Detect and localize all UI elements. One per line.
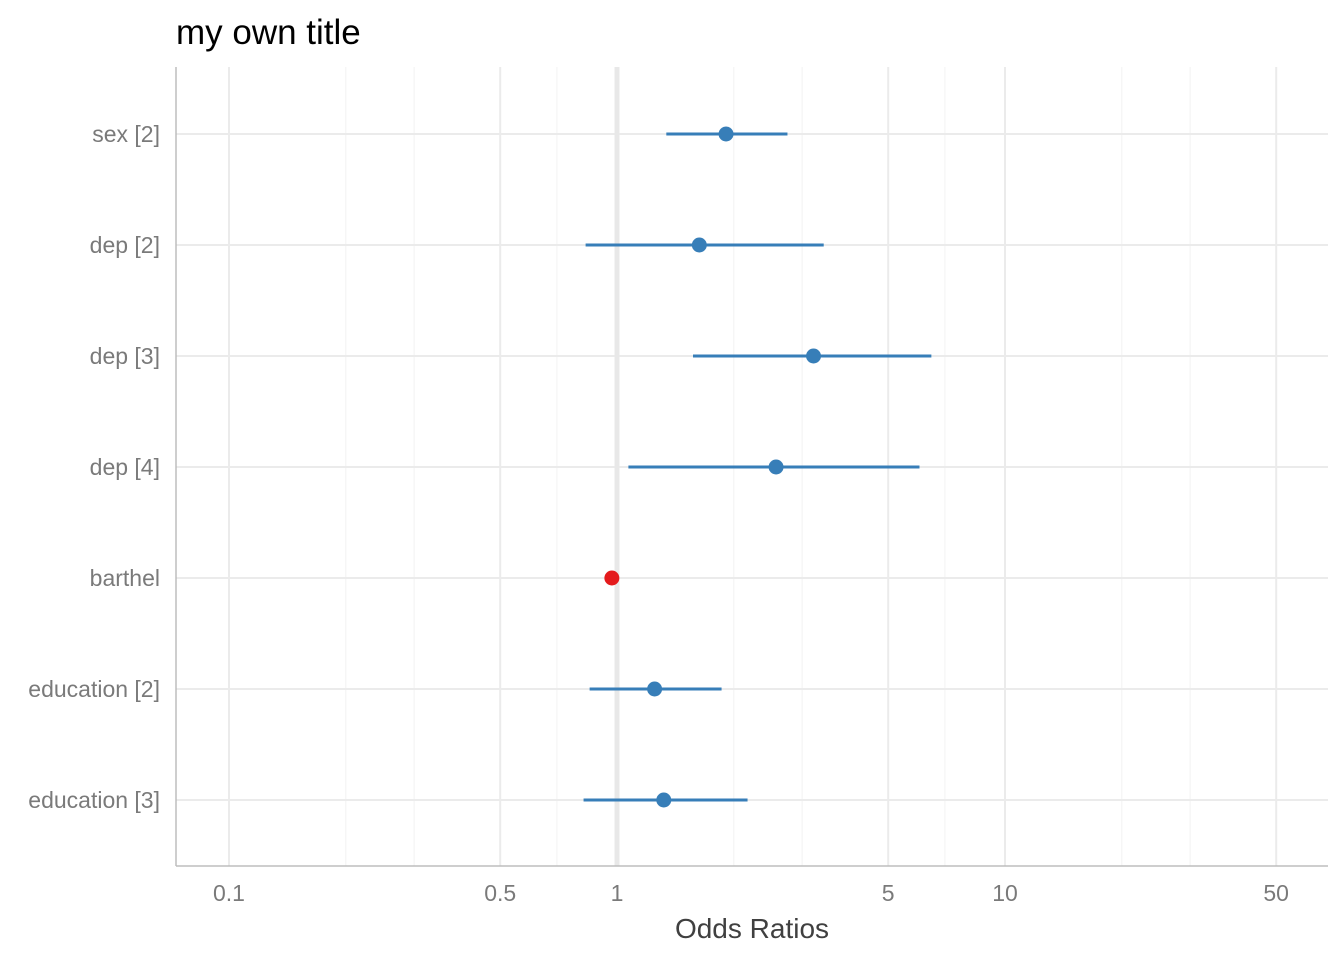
estimate-point [656, 792, 672, 808]
y-tick-label: dep [4] [90, 454, 160, 480]
axes [175, 67, 1328, 867]
estimate-point [691, 237, 707, 253]
x-tick-label: 0.5 [484, 880, 516, 906]
y-axis-tick-labels: sex [2] dep [2] dep [3] dep [4] barthel educa… [28, 121, 160, 813]
estimate-point [806, 348, 822, 364]
x-tick-label: 50 [1263, 880, 1289, 906]
y-tick-label: barthel [90, 565, 160, 591]
estimate-point [768, 459, 784, 475]
y-tick-label: dep [3] [90, 343, 160, 369]
y-tick-label: sex [2] [92, 121, 160, 147]
x-axis-tick-labels: 0.1 0.5 1 5 10 50 [213, 880, 1289, 906]
x-axis-title: Odds Ratios [675, 913, 829, 944]
x-tick-label: 0.1 [213, 880, 245, 906]
point-estimates [604, 126, 822, 808]
estimate-point [647, 681, 663, 697]
y-tick-label: dep [2] [90, 232, 160, 258]
confidence-intervals [583, 132, 932, 802]
estimate-point [718, 126, 734, 142]
chart-title: my own title [176, 13, 361, 52]
x-tick-label: 10 [992, 880, 1018, 906]
x-tick-label: 5 [882, 880, 895, 906]
y-tick-label: education [2] [28, 676, 160, 702]
estimate-point [604, 570, 620, 586]
x-tick-label: 1 [611, 880, 624, 906]
y-tick-label: education [3] [28, 787, 160, 813]
